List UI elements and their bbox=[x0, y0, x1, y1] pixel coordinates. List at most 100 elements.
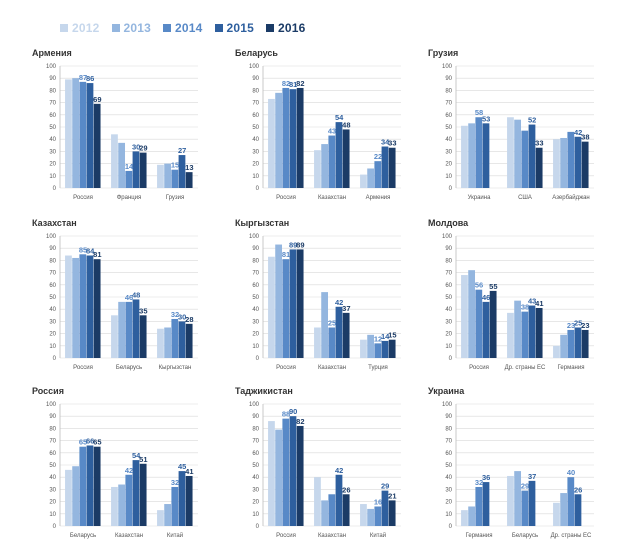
chart-title: Грузия bbox=[428, 48, 458, 58]
y-tick-label: 100 bbox=[249, 234, 260, 240]
data-label: 12 bbox=[374, 334, 382, 343]
data-label: 35 bbox=[139, 306, 147, 315]
chart-россия: Россия 0 10 20 30 40 50 60 70 80 90 100 Беларусь Каза… bbox=[32, 386, 198, 539]
data-label: 43 bbox=[328, 127, 336, 136]
bar-2013 bbox=[468, 506, 476, 526]
bar-2012 bbox=[314, 327, 321, 358]
data-label: 55 bbox=[489, 282, 497, 291]
x-category-label: Казахстан bbox=[318, 533, 346, 539]
bar-2015 bbox=[482, 123, 490, 188]
bar-2015 bbox=[482, 301, 490, 358]
x-category-label: Франция bbox=[117, 195, 142, 201]
data-label: 40 bbox=[567, 468, 575, 477]
y-tick-label: 30 bbox=[49, 149, 56, 155]
bar-2015 bbox=[86, 83, 94, 188]
bar-2012 bbox=[157, 328, 164, 358]
bar-2013 bbox=[321, 144, 329, 188]
y-tick-label: 80 bbox=[445, 426, 452, 432]
chart-title: Казахстан bbox=[32, 218, 77, 228]
bar-2012 bbox=[360, 504, 367, 526]
data-label: 30 bbox=[132, 142, 140, 151]
y-tick-label: 10 bbox=[252, 174, 259, 180]
y-tick-label: 100 bbox=[46, 64, 57, 70]
y-tick-label: 90 bbox=[445, 246, 452, 252]
x-category-label: Китай bbox=[370, 532, 386, 539]
y-tick-label: 70 bbox=[252, 439, 259, 445]
chart-молдова: Молдова 0 10 20 30 40 50 60 70 80 90 100 Россия Др. с… bbox=[428, 218, 594, 371]
bar-2015 bbox=[178, 321, 186, 358]
data-label: 42 bbox=[335, 466, 343, 475]
bar-2016 bbox=[93, 259, 101, 358]
legend-swatch-2015 bbox=[214, 24, 223, 32]
data-label: 36 bbox=[482, 473, 490, 482]
y-tick-label: 40 bbox=[252, 307, 259, 313]
bar-2013 bbox=[118, 142, 126, 188]
bar-2013 bbox=[514, 471, 522, 526]
y-tick-label: 30 bbox=[445, 319, 452, 325]
data-label: 26 bbox=[342, 485, 350, 494]
y-tick-label: 0 bbox=[449, 186, 453, 192]
data-label: 32 bbox=[171, 478, 179, 487]
data-label: 23 bbox=[581, 321, 589, 330]
bar-2015 bbox=[574, 494, 582, 526]
data-label: 86 bbox=[86, 74, 94, 83]
y-tick-label: 70 bbox=[445, 439, 452, 445]
legend-label-2012: 2012 bbox=[72, 21, 100, 35]
legend-item-2015: 2015 bbox=[214, 21, 255, 35]
y-tick-label: 40 bbox=[445, 307, 452, 313]
bar-2016 bbox=[489, 290, 497, 358]
data-label: 84 bbox=[86, 247, 95, 256]
y-tick-label: 50 bbox=[49, 125, 56, 131]
bar-2014 bbox=[374, 343, 382, 358]
chart-армения: Армения 0 10 20 30 40 50 60 70 80 90 100 Россия Франц… bbox=[32, 48, 198, 201]
y-tick-label: 10 bbox=[445, 174, 452, 180]
bar-2014 bbox=[282, 259, 290, 358]
data-label: 46 bbox=[125, 293, 133, 302]
bar-2013 bbox=[118, 484, 126, 526]
y-tick-label: 80 bbox=[49, 88, 56, 94]
y-tick-label: 70 bbox=[445, 271, 452, 277]
y-tick-label: 70 bbox=[252, 101, 259, 107]
bar-2013 bbox=[321, 500, 329, 526]
y-tick-label: 100 bbox=[442, 234, 453, 240]
legend-label-2013: 2013 bbox=[123, 21, 151, 35]
bar-2014 bbox=[125, 474, 133, 526]
bar-2016 bbox=[93, 103, 101, 188]
x-category-label: Россия bbox=[73, 365, 93, 371]
legend-label-2016: 2016 bbox=[278, 21, 306, 35]
bar-2013 bbox=[164, 327, 172, 358]
data-label: 13 bbox=[185, 163, 193, 172]
y-tick-label: 90 bbox=[445, 414, 452, 420]
bar-2016 bbox=[139, 152, 147, 188]
y-tick-label: 100 bbox=[442, 64, 453, 70]
data-label: 43 bbox=[528, 297, 536, 306]
bar-2012 bbox=[111, 315, 118, 358]
bar-2015 bbox=[381, 340, 389, 358]
bar-2016 bbox=[93, 446, 101, 526]
bar-2016 bbox=[296, 87, 304, 188]
bar-2014 bbox=[171, 486, 179, 526]
y-tick-label: 0 bbox=[449, 356, 453, 362]
bar-2015 bbox=[528, 124, 536, 188]
bar-2013 bbox=[321, 292, 329, 358]
bar-2015 bbox=[132, 151, 140, 188]
y-tick-label: 20 bbox=[445, 162, 452, 168]
y-tick-label: 50 bbox=[445, 125, 452, 131]
bar-2015 bbox=[289, 416, 297, 526]
y-tick-label: 20 bbox=[252, 332, 259, 338]
bar-2013 bbox=[468, 123, 476, 188]
bar-2016 bbox=[185, 323, 193, 358]
bar-2015 bbox=[178, 155, 186, 188]
bar-2012 bbox=[507, 312, 514, 358]
bar-2015 bbox=[528, 305, 536, 358]
y-tick-label: 10 bbox=[252, 512, 259, 518]
bar-2014 bbox=[171, 318, 179, 358]
bar-2016 bbox=[535, 147, 543, 188]
bar-2015 bbox=[335, 122, 343, 188]
x-category-label: Казахстан bbox=[318, 365, 346, 371]
y-tick-label: 40 bbox=[49, 137, 56, 143]
y-tick-label: 50 bbox=[252, 295, 259, 301]
x-category-label: Россия bbox=[276, 365, 296, 371]
chart-кыргызстан: Кыргызстан 0 10 20 30 40 50 60 70 80 90 100 Россия Ка… bbox=[235, 218, 401, 371]
chart-title: Беларусь bbox=[235, 48, 278, 58]
